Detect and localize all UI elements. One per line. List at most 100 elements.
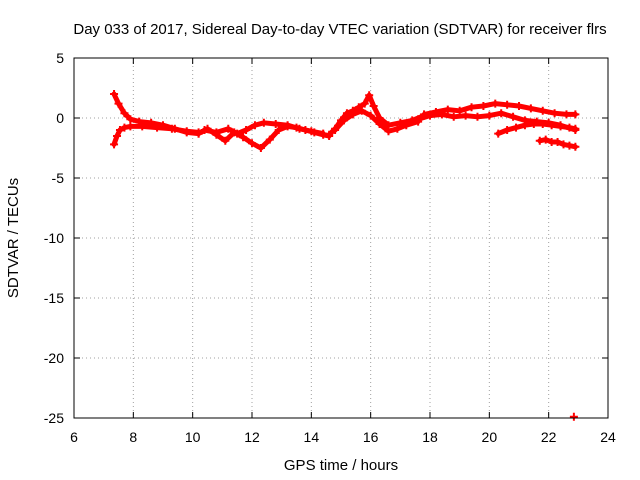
data-point: [565, 141, 574, 150]
data-point: [426, 111, 434, 120]
data-point: [331, 126, 340, 134]
data-point: [526, 104, 535, 113]
series-track-mid-block: [194, 122, 334, 152]
data-point: [384, 127, 393, 136]
y-tick-label: -10: [44, 230, 64, 246]
data-point: [402, 121, 411, 130]
data-point: [467, 103, 476, 112]
data-point: [239, 133, 248, 142]
data-point: [307, 127, 316, 136]
data-point: [120, 109, 129, 118]
y-tick-label: -5: [52, 170, 65, 186]
y-tick-label: -20: [44, 350, 64, 366]
x-tick-label: 24: [600, 429, 616, 445]
data-point: [541, 135, 550, 144]
data-point: [479, 102, 488, 110]
data-point: [256, 144, 265, 152]
data-point: [283, 121, 292, 130]
series-track-late-a: [494, 120, 580, 138]
data-point: [110, 140, 119, 149]
data-point: [113, 132, 122, 140]
data-point: [375, 120, 384, 128]
data-point: [194, 129, 203, 138]
data-point: [167, 124, 176, 133]
data-point: [295, 124, 304, 133]
data-point: [221, 136, 230, 145]
data-points: [110, 90, 580, 421]
x-tick-label: 14: [304, 429, 320, 445]
y-tick-label: -25: [44, 410, 64, 426]
data-point: [115, 126, 124, 134]
y-axis-label: SDTVAR / TECUs: [5, 178, 22, 298]
data-point: [553, 138, 562, 146]
data-point: [437, 110, 446, 119]
data-point: [497, 109, 506, 118]
data-point: [461, 111, 470, 120]
data-point: [110, 90, 119, 98]
data-point: [529, 120, 538, 128]
data-point: [414, 115, 423, 124]
y-tick-label: -15: [44, 290, 64, 306]
data-point: [114, 99, 123, 108]
data-point: [503, 126, 512, 134]
data-point: [538, 120, 547, 128]
data-point: [562, 110, 571, 119]
data-point: [325, 130, 334, 139]
x-tick-label: 20: [482, 429, 498, 445]
series-track-mid-alt: [200, 118, 328, 138]
series-track-rise-low: [331, 106, 423, 136]
x-axis-label: GPS time / hours: [284, 457, 398, 474]
data-point: [274, 126, 283, 134]
data-point: [348, 110, 357, 119]
data-point: [455, 106, 464, 115]
data-point: [248, 139, 256, 148]
series-track-lower-start: [110, 122, 203, 149]
data-point: [512, 123, 521, 132]
series-track-late-b: [535, 135, 580, 151]
data-point: [250, 121, 259, 130]
data-point: [485, 111, 494, 120]
data-point: [535, 136, 544, 145]
series-trail: [111, 123, 202, 147]
data-point: [360, 99, 369, 108]
data-point: [491, 99, 500, 108]
data-point: [559, 140, 568, 149]
data-point: [393, 124, 402, 133]
data-point: [200, 126, 209, 134]
data-point: [339, 116, 348, 125]
data-point: [242, 126, 251, 134]
x-tick-label: 16: [363, 429, 379, 445]
data-point: [126, 115, 135, 124]
data-point: [565, 123, 574, 132]
data-point: [357, 106, 366, 115]
series-trail: [326, 92, 427, 138]
data-point: [120, 123, 129, 132]
data-point: [366, 111, 375, 120]
y-tick-label: 5: [56, 50, 64, 66]
chart-title: Day 033 of 2017, Sidereal Day-to-day VTE…: [73, 21, 606, 38]
axis-ticks: 6 8 10 12 14 16 18 20 22 24 -25 -20 -15 -10 -5 0 5: [44, 50, 616, 445]
data-point: [182, 127, 191, 136]
y-tick-label: 0: [56, 110, 64, 126]
data-point: [365, 91, 374, 100]
data-point: [515, 102, 523, 110]
data-point: [271, 120, 280, 128]
data-point: [547, 121, 556, 130]
data-point: [224, 124, 233, 133]
x-tick-label: 12: [244, 429, 260, 445]
series-trail: [495, 121, 578, 137]
grid-lines: [74, 58, 608, 418]
data-point: [550, 109, 559, 118]
data-point: [571, 142, 580, 151]
data-point: [509, 112, 518, 121]
data-point: [571, 110, 580, 119]
data-point: [449, 112, 458, 121]
data-point: [153, 123, 162, 132]
data-point: [265, 135, 274, 144]
data-point: [538, 106, 547, 115]
data-point: [369, 102, 378, 110]
data-point: [126, 122, 135, 131]
data-point: [259, 118, 268, 127]
series-trail: [332, 108, 421, 134]
